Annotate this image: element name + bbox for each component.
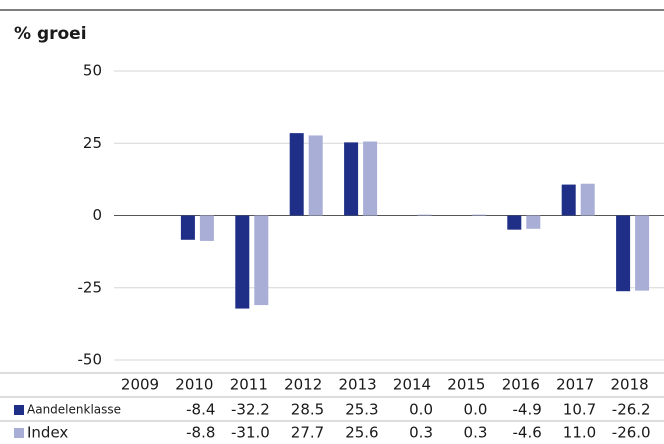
data-label: 25.6 bbox=[345, 424, 378, 442]
data-label: -26.0 bbox=[612, 424, 651, 442]
x-tick-label: 2016 bbox=[502, 376, 540, 394]
bar bbox=[235, 215, 250, 309]
legend-label: Aandelenklasse bbox=[27, 403, 121, 417]
data-label: 10.7 bbox=[563, 401, 596, 419]
data-label: -32.2 bbox=[231, 401, 270, 419]
data-label: -8.4 bbox=[186, 401, 215, 419]
x-tick-label: 2014 bbox=[393, 376, 431, 394]
x-tick-label: 2012 bbox=[284, 376, 322, 394]
y-tick-label: 0 bbox=[92, 206, 102, 224]
bar bbox=[526, 215, 541, 229]
legend-label: Index bbox=[27, 424, 68, 442]
bar bbox=[289, 133, 304, 216]
x-tick-label: 2009 bbox=[121, 376, 159, 394]
bar bbox=[308, 135, 323, 216]
x-tick-label: 2017 bbox=[556, 376, 594, 394]
bar bbox=[344, 142, 359, 216]
y-tick-label: 25 bbox=[83, 134, 102, 152]
bar bbox=[417, 214, 432, 216]
data-label: 25.3 bbox=[345, 401, 378, 419]
data-label: -31.0 bbox=[231, 424, 270, 442]
y-tick-label: -50 bbox=[78, 351, 103, 369]
data-label: -26.2 bbox=[612, 401, 651, 419]
data-label: 28.5 bbox=[291, 401, 324, 419]
bar bbox=[363, 141, 378, 216]
data-label: 0.3 bbox=[409, 424, 433, 442]
data-label: 0.0 bbox=[464, 401, 488, 419]
data-label: 11.0 bbox=[563, 424, 596, 442]
data-label: 27.7 bbox=[291, 424, 324, 442]
legend-swatch bbox=[14, 405, 24, 415]
bar bbox=[616, 215, 631, 292]
chart-title: % groei bbox=[14, 24, 87, 44]
bar bbox=[635, 215, 650, 291]
data-label: 0.3 bbox=[464, 424, 488, 442]
y-tick-label: 50 bbox=[83, 62, 102, 80]
data-label: -8.8 bbox=[186, 424, 215, 442]
x-tick-label: 2015 bbox=[447, 376, 485, 394]
x-tick-label: 2011 bbox=[230, 376, 268, 394]
bar bbox=[180, 215, 195, 240]
bar bbox=[471, 214, 486, 216]
bar bbox=[580, 183, 595, 216]
bar bbox=[561, 184, 576, 216]
bar bbox=[507, 215, 522, 230]
x-tick-label: 2010 bbox=[175, 376, 213, 394]
x-tick-label: 2013 bbox=[339, 376, 377, 394]
data-label: 0.0 bbox=[409, 401, 433, 419]
x-tick-label: 2018 bbox=[611, 376, 649, 394]
bar bbox=[199, 215, 214, 241]
y-tick-label: -25 bbox=[78, 278, 103, 296]
legend-swatch bbox=[14, 428, 24, 438]
data-label: -4.9 bbox=[513, 401, 542, 419]
bar bbox=[254, 215, 269, 306]
data-label: -4.6 bbox=[513, 424, 542, 442]
